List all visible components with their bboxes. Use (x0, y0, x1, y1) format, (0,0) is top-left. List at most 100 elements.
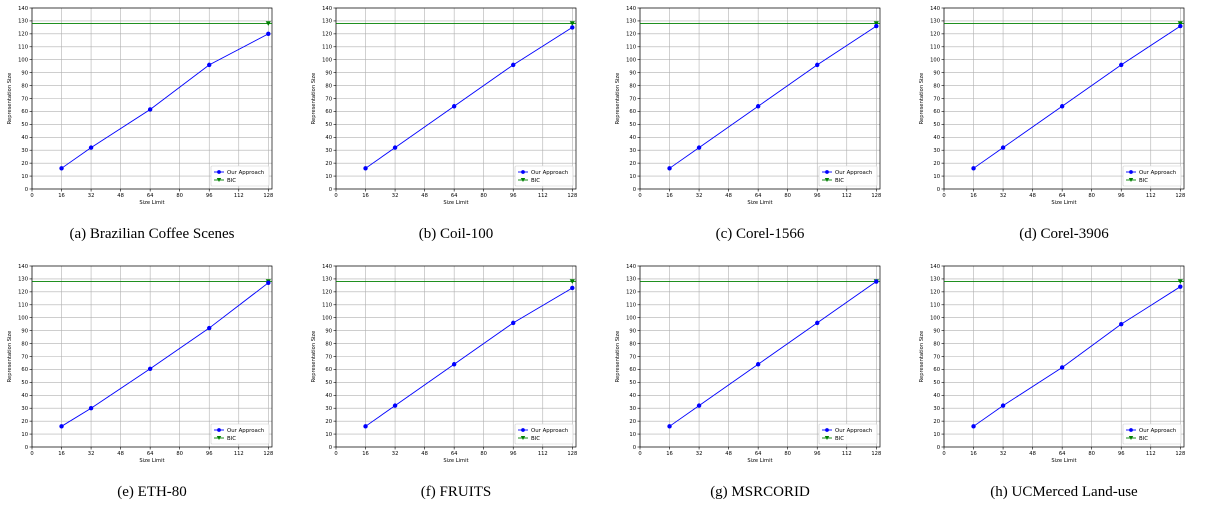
our-approach-point (88, 145, 94, 150)
y-tick-label: 70 (629, 354, 636, 360)
y-tick-label: 110 (322, 303, 332, 309)
x-tick-label: 128 (1175, 193, 1185, 199)
legend-box (210, 423, 270, 445)
y-tick-label: 0 (25, 187, 28, 193)
x-tick-label: 128 (871, 451, 881, 457)
legend-marker-triangle (216, 178, 222, 182)
y-tick-label: 110 (18, 303, 28, 309)
subfigure-caption: (g) MSRCORID (710, 484, 810, 500)
our-approach-point (59, 424, 64, 429)
y-tick-label: 80 (629, 341, 636, 347)
y-tick-label: 0 (937, 445, 940, 451)
legend-label: Our Approach (531, 170, 568, 176)
y-tick-label: 0 (329, 445, 332, 451)
x-tick-label: 112 (538, 193, 548, 199)
x-tick-label: 80 (480, 193, 487, 199)
our-approach-point (1119, 321, 1124, 327)
y-tick-label: 10 (933, 432, 940, 438)
legend: Our Approach BIC (818, 165, 878, 187)
x-tick-label: 80 (480, 451, 487, 457)
x-tick-label: 96 (1118, 193, 1125, 199)
x-tick-label: 112 (1146, 451, 1156, 457)
x-tick-label: 128 (263, 451, 273, 457)
legend-marker-triangle (1128, 178, 1134, 182)
x-tick-label: 0 (942, 193, 945, 199)
x-tick-label: 16 (666, 193, 673, 199)
x-tick-label: 0 (334, 193, 337, 199)
legend-marker-circle (1129, 170, 1133, 174)
our-approach-point (1000, 403, 1006, 408)
y-tick-label: 140 (626, 264, 636, 270)
y-tick-label: 20 (629, 161, 636, 167)
legend-label: BIC (531, 178, 540, 184)
y-tick-label: 50 (629, 122, 636, 128)
our-approach-point (207, 62, 212, 68)
y-tick-label: 40 (933, 393, 940, 399)
legend-marker-circle (521, 428, 525, 432)
legend-label: Our Approach (531, 428, 568, 434)
y-tick-label: 130 (930, 277, 940, 283)
y-tick-label: 80 (325, 83, 332, 89)
chart-svg: 0 16 32 48 64 80 96 112 128 0 10 20 30 40 50 60 70 80 90 10… (919, 264, 1185, 464)
our-approach-point (755, 104, 761, 109)
y-tick-label: 40 (325, 135, 332, 141)
y-tick-label: 60 (629, 109, 636, 115)
y-tick-label: 90 (629, 70, 636, 76)
legend-box (210, 165, 270, 187)
legend-marker-circle (521, 170, 525, 174)
y-tick-label: 20 (21, 161, 28, 167)
legend-box (818, 423, 878, 445)
x-tick-label: 0 (942, 451, 945, 457)
x-tick-label: 128 (567, 451, 577, 457)
x-axis-label: Size Limit (1051, 200, 1076, 206)
x-tick-label: 80 (1088, 451, 1095, 457)
our-approach-point (570, 285, 575, 291)
legend-label: Our Approach (227, 170, 264, 176)
y-tick-label: 90 (325, 70, 332, 76)
legend-label: Our Approach (1139, 170, 1176, 176)
x-tick-label: 16 (970, 193, 977, 199)
y-tick-label: 140 (18, 6, 28, 12)
our-approach-point (266, 31, 271, 37)
y-tick-label: 60 (21, 367, 28, 373)
our-approach-point (667, 166, 672, 171)
legend-label: BIC (835, 436, 844, 442)
y-tick-label: 100 (322, 58, 332, 64)
legend-marker-triangle (520, 178, 526, 182)
x-tick-label: 32 (696, 193, 703, 199)
x-tick-label: 32 (88, 193, 95, 199)
y-tick-label: 130 (626, 19, 636, 25)
y-tick-label: 70 (933, 96, 940, 102)
y-tick-label: 10 (325, 174, 332, 180)
x-tick-label: 16 (58, 193, 65, 199)
y-tick-label: 80 (21, 341, 28, 347)
x-tick-label: 64 (1059, 451, 1066, 457)
y-tick-label: 90 (21, 70, 28, 76)
legend: Our Approach BIC (210, 423, 270, 445)
x-tick-label: 48 (725, 451, 732, 457)
legend-label: BIC (835, 178, 844, 184)
legend-box (818, 165, 878, 187)
y-tick-label: 100 (626, 316, 636, 322)
legend-marker-triangle (520, 436, 526, 440)
bic-point (569, 279, 575, 284)
our-approach-point (451, 104, 457, 109)
legend-marker-triangle (1128, 436, 1134, 440)
legend-label: BIC (227, 178, 236, 184)
x-tick-label: 16 (58, 451, 65, 457)
y-tick-label: 70 (629, 96, 636, 102)
our-approach-point (1119, 62, 1124, 68)
our-approach-point (570, 25, 575, 30)
x-axis-label: Size Limit (443, 200, 468, 206)
y-tick-label: 30 (629, 406, 636, 412)
y-tick-label: 80 (325, 341, 332, 347)
y-tick-label: 30 (933, 406, 940, 412)
x-tick-label: 128 (871, 193, 881, 199)
y-tick-label: 80 (629, 83, 636, 89)
legend: Our Approach BIC (1122, 423, 1182, 445)
y-tick-label: 60 (325, 109, 332, 115)
our-approach-point (207, 325, 212, 331)
x-tick-label: 96 (206, 193, 213, 199)
y-tick-label: 90 (933, 328, 940, 334)
